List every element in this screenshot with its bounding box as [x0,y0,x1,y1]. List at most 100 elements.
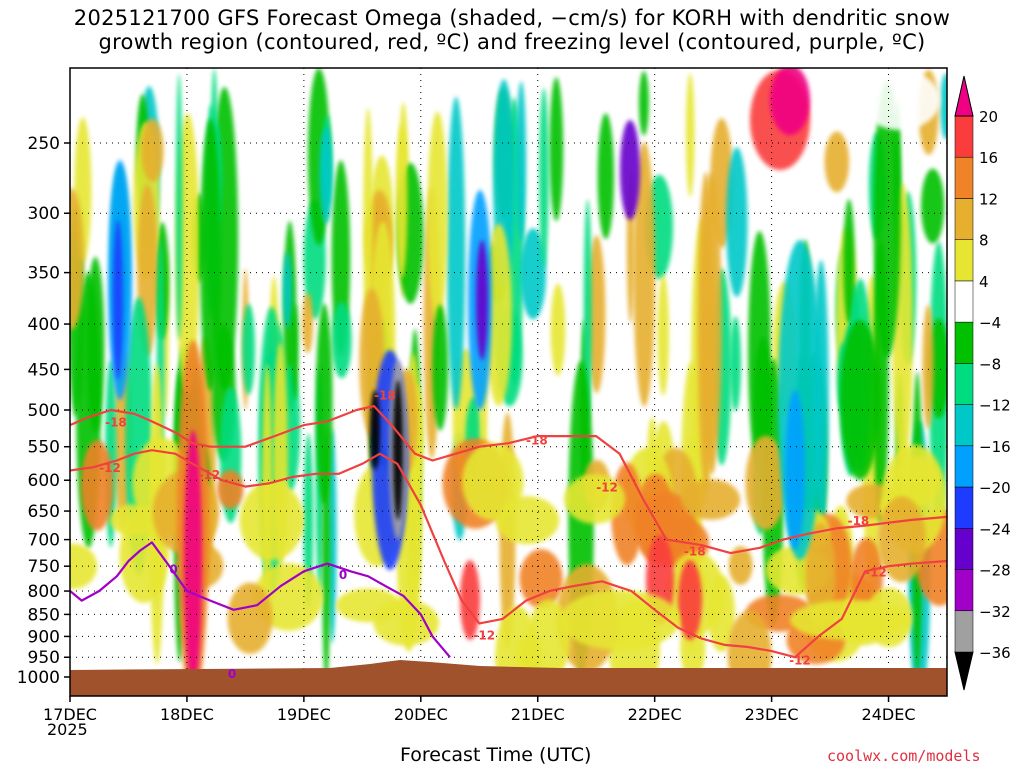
shade-cell [560,590,680,650]
chart-title-line2: growth region (contoured, red, ºC) and f… [98,30,926,54]
contour-label: -12 [473,628,495,642]
shade-cell [81,440,114,531]
shade-cell [685,73,695,197]
colorbar-label: 12 [979,191,998,209]
x-tick-label: 19DEC [277,705,331,724]
shade-cell [520,228,547,320]
shade-cell [242,303,256,395]
contour-label: -12 [865,565,887,579]
y-tick-label: 800 [28,582,60,602]
colorbar-label: −36 [979,644,1011,662]
shade-cell [638,70,649,136]
contour-label: 0 [169,563,177,577]
shade-cell [476,240,488,360]
colorbar-bin [954,115,974,158]
y-tick-label: 650 [28,502,60,522]
shade-cell [291,303,299,401]
y-tick-label: 700 [28,531,60,551]
y-tick-label: 850 [28,605,60,625]
shade-cell [239,481,304,560]
shade-cell [519,549,563,609]
colorbar-arrow-bottom [954,651,974,691]
colorbar-bin [954,321,974,364]
contour-label: -18 [105,415,127,429]
credit-link[interactable]: coolwx.com/models [827,747,981,765]
shade-cell [113,220,123,380]
contour-lines [70,405,947,659]
y-tick-label: 400 [28,315,60,335]
shade-cell [200,118,221,392]
shade-cell [922,304,934,429]
colorbar-arrow-top [954,75,974,117]
shade-cell [790,600,910,640]
shade-cell [303,433,314,608]
contour-label: -12 [596,481,618,495]
shade-cell [597,113,614,240]
x-tick-label: 21DEC [511,705,565,724]
colorbar-bin [954,486,974,529]
shade-cell [678,560,702,640]
omega-shading [70,68,947,696]
shade-cell [516,81,527,243]
y-tick-label: 300 [28,204,60,224]
x-axis-label: Forecast Time (UTC) [400,744,592,766]
shade-cell [485,223,513,406]
contour-label: -12 [99,461,121,475]
y-tick-label: 550 [28,438,60,458]
shade-cell [860,70,940,130]
colorbar-bin [954,445,974,488]
shade-cell [373,600,439,646]
colorbar-bin [954,363,974,405]
colorbar-label: −28 [979,562,1011,580]
shade-cell [527,599,571,681]
shade-cell [184,430,202,690]
shade-cell [227,582,273,654]
x-tick-label: 17DEC [43,705,97,724]
shade-cell [726,147,748,298]
shade-cell [217,470,244,509]
colorbar-label: −32 [979,603,1011,621]
colorbar-label: −16 [979,438,1011,456]
contour-line [70,541,451,658]
shade-cell [564,474,626,524]
shade-cell [549,77,564,222]
colorbar-label: −20 [979,479,1011,497]
contour-label: -18 [848,514,870,528]
colorbar-label: 16 [979,149,998,167]
shade-cell [175,73,183,340]
shade-cell [681,479,741,520]
shade-cell [462,442,524,521]
shade-cell [331,301,352,379]
x-axis: 17DEC 18DEC 19DEC 20DEC 21DEC 22DEC 23DEC 24DEC [43,696,916,724]
shade-cell [302,292,314,354]
shade-cell [315,303,333,506]
colorbar-label: 8 [979,232,989,250]
shade-cell [730,316,741,412]
x-tick-label: 24DEC [862,705,916,724]
shade-cell [940,73,947,140]
contour-labels: -18 -12 -12 -18 -18 -12 -18 -12 -12 -18 -12 0 0 0 [99,388,887,681]
colorbar-bin [954,239,974,282]
shade-cell [697,172,715,489]
contour-label: -18 [526,434,548,448]
plot-frame [69,67,948,697]
shade-cell [432,304,449,431]
shade-cell [550,283,566,376]
y-tick-label: 750 [28,557,60,577]
colorbar-label: −12 [979,397,1011,415]
shade-cell [283,251,292,329]
shade-cell [363,107,373,347]
colorbar-label: −8 [979,355,1001,373]
shade-cell [785,390,805,550]
y-tick-label: 600 [28,471,60,491]
shade-cell [873,80,901,358]
chart-title-line1: 2025121700 GFS Forecast Omega (shaded, −… [73,6,951,30]
shade-cell [805,522,836,628]
shade-cell [86,256,105,432]
shade-cell [745,435,786,530]
shade-cell [319,127,333,224]
shade-cell [427,111,448,323]
shade-cell [877,496,926,583]
contour-line [70,405,947,555]
